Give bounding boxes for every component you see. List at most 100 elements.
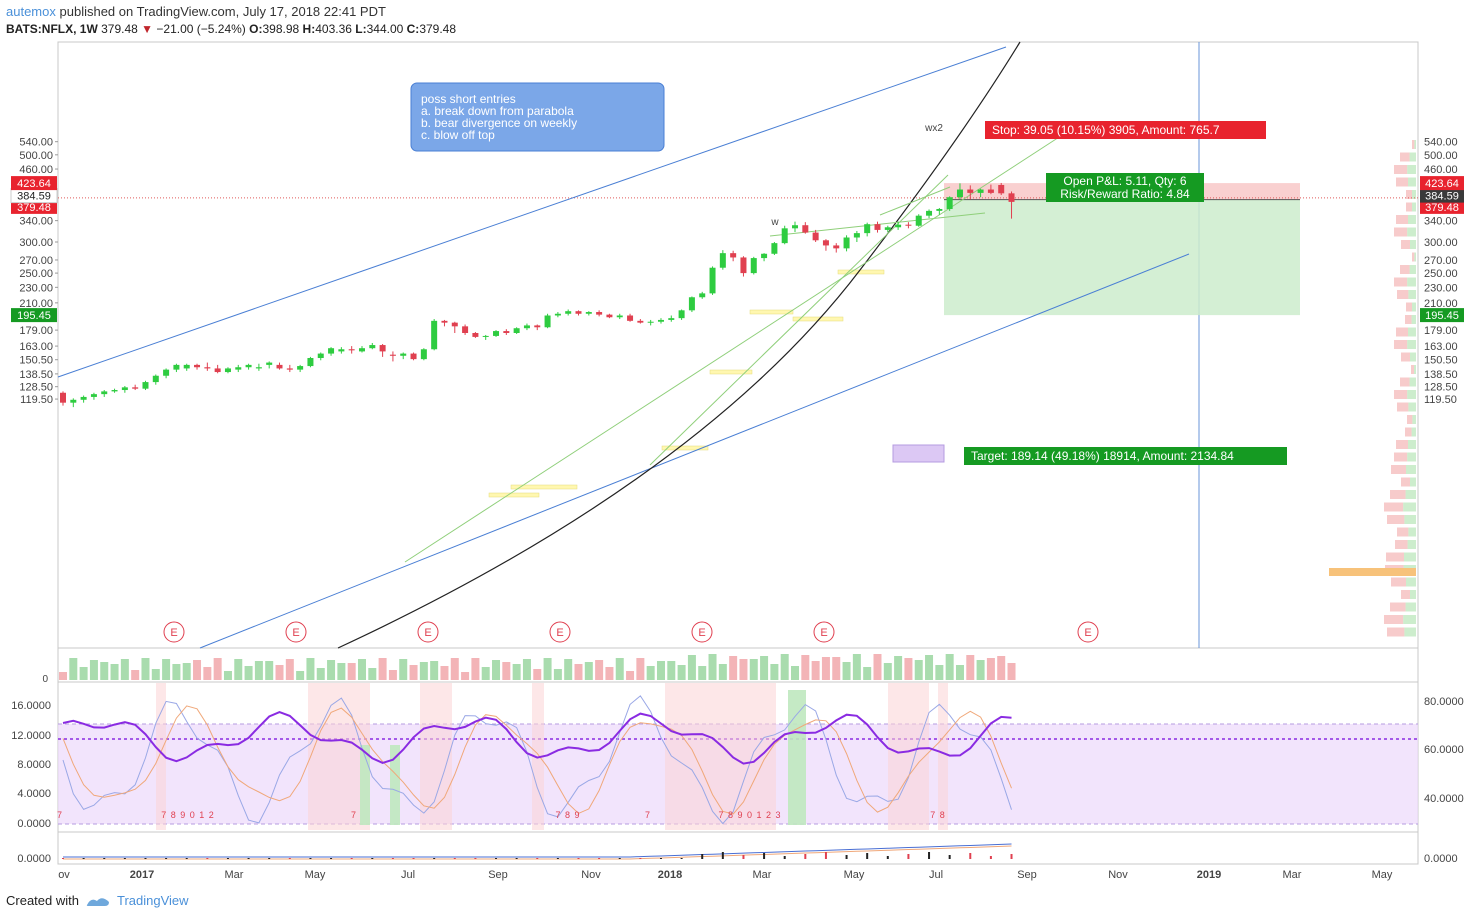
- volume-profile-bar: [1407, 452, 1416, 462]
- volume-profile-bar: [1408, 440, 1416, 449]
- histogram-bar: [701, 854, 704, 859]
- volume-profile-bar: [1386, 552, 1404, 562]
- volume-profile-bar: [1405, 490, 1416, 499]
- volume-profile-bar: [1406, 465, 1416, 474]
- candle-body: [142, 382, 149, 389]
- volume-bar: [729, 656, 738, 680]
- volume-bar: [605, 667, 614, 680]
- parabola-curve: [337, 41, 1021, 649]
- note-line: b. bear divergence on weekly: [421, 116, 577, 130]
- candle-body: [493, 331, 500, 336]
- stoch-left-tick: 0.0000: [17, 818, 51, 830]
- right-price-tick: 270.00: [1424, 255, 1458, 267]
- candle-body: [420, 349, 427, 360]
- volume-bar: [760, 656, 769, 680]
- volume-profile-bar: [1405, 427, 1412, 437]
- volume-bar: [419, 662, 428, 680]
- candle-body: [513, 328, 520, 333]
- right-price-tag-text: 379.48: [1425, 202, 1459, 214]
- volume-profile-bar: [1397, 402, 1409, 412]
- volume-profile-bar: [1387, 515, 1405, 524]
- left-price-tick: 150.50: [19, 355, 53, 367]
- candle-body: [400, 353, 407, 356]
- pnl-label-box: [1046, 173, 1204, 202]
- right-price-tick: 500.00: [1424, 150, 1458, 162]
- volume-bar: [172, 664, 181, 680]
- right-price-tag: [1420, 308, 1464, 323]
- candle-body: [812, 232, 819, 241]
- stoch-count-label: 7: [645, 810, 651, 820]
- x-axis-label: Mar: [753, 869, 772, 881]
- volume-bar: [59, 672, 67, 680]
- earnings-marker-icon: [163, 621, 185, 643]
- x-axis-label: May: [844, 869, 865, 881]
- volume-profile-bar: [1404, 627, 1416, 637]
- right-price-tick: 460.00: [1424, 164, 1458, 176]
- stoch-count-label: 7 8 9 0 1 2: [161, 810, 215, 820]
- candle-body: [173, 364, 180, 370]
- stoch-left-tick: 16.0000: [11, 700, 51, 712]
- publish-date: published on TradingView.com, July 17, 2…: [59, 4, 386, 19]
- left-price-tag-text: 423.64: [17, 178, 51, 190]
- histogram-bar: [268, 858, 271, 859]
- volume-bar: [388, 670, 397, 680]
- volume-profile-bar: [1414, 140, 1416, 149]
- histogram-bar: [433, 858, 436, 859]
- volume-bar: [749, 659, 758, 680]
- earnings-marker-icon: [549, 621, 571, 643]
- volume-bar: [450, 658, 459, 680]
- candle-body: [80, 396, 87, 400]
- candle-body: [431, 320, 438, 350]
- volume-profile-bar: [1384, 502, 1404, 512]
- volume-profile-bar: [1412, 140, 1415, 149]
- histogram-bar: [165, 858, 168, 859]
- volume-bar: [89, 660, 98, 680]
- volume-bar: [873, 654, 882, 680]
- symbol-legend: BATS:NFLX, 1W 379.48 ▼ −21.00 (−5.24%) O…: [6, 22, 456, 36]
- tradingview-link[interactable]: TradingView: [116, 893, 189, 908]
- pnl-label: Open P&L: 5.11, Qty: 6: [1063, 174, 1187, 188]
- author-link[interactable]: autemox: [6, 4, 56, 19]
- left-price-tag: [11, 176, 57, 191]
- volume-bar: [234, 659, 243, 680]
- volume-bar: [914, 660, 923, 680]
- down-arrow-icon: ▼: [141, 22, 154, 36]
- left-price-tick: 163.00: [19, 341, 53, 353]
- left-price-tag: [11, 199, 57, 214]
- volume-bar: [213, 658, 222, 680]
- volume-profile-bar: [1410, 477, 1416, 487]
- volume-bar: [244, 666, 253, 680]
- volume-bar: [677, 665, 686, 680]
- histogram-bar: [495, 858, 498, 859]
- stoch-highlight: [888, 683, 929, 830]
- volume-bar: [481, 667, 490, 680]
- volume-profile-bar: [1405, 602, 1416, 612]
- volume-profile-bar: [1412, 302, 1416, 312]
- symbol-name[interactable]: BATS:NFLX, 1W: [6, 22, 98, 36]
- candle-body: [451, 322, 458, 327]
- candle-body: [884, 227, 891, 230]
- candle-body: [833, 245, 840, 249]
- volume-profile-bar: [1409, 377, 1416, 387]
- volume-profile-bar: [1411, 315, 1416, 324]
- volume-bar: [966, 655, 975, 680]
- volume-profile-bar: [1394, 340, 1408, 349]
- candle-body: [668, 318, 675, 320]
- bottom-right-tick: 0.0000: [1424, 853, 1458, 865]
- volume-profile-bar: [1406, 302, 1412, 312]
- earnings-marker-icon: [1077, 621, 1099, 643]
- candle-body: [987, 189, 994, 193]
- right-price-tag-text: 384.59: [1425, 191, 1459, 203]
- candle-body: [307, 358, 314, 367]
- candle-body: [544, 315, 551, 328]
- low-label: L:: [355, 22, 367, 36]
- histogram-bar: [330, 858, 333, 859]
- candle-body: [214, 368, 221, 373]
- volume-bar: [976, 660, 985, 680]
- volume-profile-bar: [1412, 415, 1416, 424]
- volume-profile-bar: [1401, 477, 1410, 487]
- stoch-k-line: [62, 695, 1012, 825]
- chart-frame: [57, 41, 1419, 865]
- volume-bar: [347, 663, 356, 680]
